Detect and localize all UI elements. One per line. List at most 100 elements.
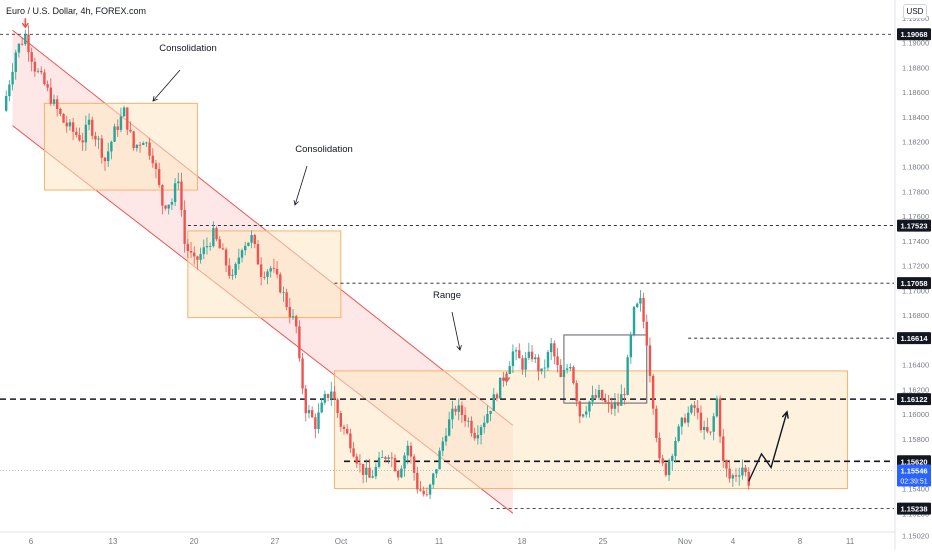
candle xyxy=(381,450,384,458)
candle xyxy=(132,130,135,151)
level-badge-text: 1.17523 xyxy=(900,222,927,231)
x-tick-label: 18 xyxy=(518,537,527,546)
candle-body xyxy=(113,126,116,142)
candle-body xyxy=(323,394,327,403)
candle xyxy=(333,386,336,400)
level-badge-text: 1.15620 xyxy=(900,457,927,466)
candle xyxy=(741,459,744,480)
candle-body xyxy=(483,422,486,428)
candle-body xyxy=(556,356,559,365)
candle xyxy=(645,314,648,348)
candle xyxy=(384,455,387,463)
candle-body xyxy=(671,456,674,462)
candle xyxy=(463,407,467,427)
candle xyxy=(215,226,218,242)
candle xyxy=(87,113,91,131)
candle xyxy=(546,349,550,372)
candle-body xyxy=(524,357,527,370)
candle xyxy=(339,410,343,432)
x-tick-label: 13 xyxy=(109,537,118,546)
candle-body xyxy=(396,471,400,478)
candle xyxy=(699,405,703,433)
candle xyxy=(285,288,288,311)
candle xyxy=(671,453,674,471)
candle xyxy=(530,345,534,363)
candle xyxy=(706,417,709,434)
candle xyxy=(365,459,368,483)
candle xyxy=(591,385,594,406)
candle xyxy=(651,373,655,415)
candle xyxy=(374,463,378,480)
candle xyxy=(202,239,205,260)
candle-body xyxy=(419,489,422,491)
candle-body xyxy=(256,244,260,265)
candle xyxy=(110,140,113,160)
candle-body xyxy=(285,292,288,308)
candle xyxy=(27,25,30,62)
candle-body xyxy=(642,298,645,322)
candle-body xyxy=(463,414,467,422)
candle xyxy=(212,221,215,248)
candle xyxy=(301,352,304,395)
candle xyxy=(518,343,521,359)
candle-body xyxy=(400,468,403,478)
candle xyxy=(569,363,572,371)
candle-body xyxy=(677,426,680,441)
candle-body xyxy=(575,383,578,402)
y-tick-label: 1.17600 xyxy=(902,212,929,221)
candle-body xyxy=(403,455,406,469)
level-badge-bg xyxy=(897,455,931,468)
candle xyxy=(613,393,617,416)
candle-body xyxy=(744,467,747,473)
candle-body xyxy=(390,457,394,459)
candle xyxy=(247,242,250,247)
y-tick-label: 1.16800 xyxy=(902,311,929,320)
candle-body xyxy=(600,390,604,401)
level-badge-bg xyxy=(897,219,931,232)
level-badge-bg xyxy=(897,502,931,515)
candle-body xyxy=(607,402,610,405)
candle xyxy=(508,361,511,375)
candle-body xyxy=(540,368,543,372)
candle-body xyxy=(17,43,21,53)
candle-body xyxy=(444,435,448,442)
candle xyxy=(393,454,397,472)
candle-body xyxy=(272,268,276,269)
candle-body xyxy=(435,469,438,474)
candle-body xyxy=(298,326,301,359)
candle-body xyxy=(336,399,339,414)
currency-label[interactable]: USD xyxy=(903,4,927,19)
sell-signal-icon xyxy=(21,18,29,29)
candle-body xyxy=(648,345,652,376)
candle-body xyxy=(489,410,492,414)
candle xyxy=(428,483,432,500)
level-badge-text: 1.19068 xyxy=(900,30,927,39)
y-tick-label: 1.18600 xyxy=(902,88,929,97)
candle xyxy=(390,452,394,468)
x-tick-label: 6 xyxy=(388,537,393,546)
candle-body xyxy=(371,476,374,478)
candle-body xyxy=(479,427,483,436)
candle xyxy=(154,159,158,179)
candle xyxy=(639,290,642,312)
candle-body xyxy=(559,364,562,378)
candle xyxy=(33,57,37,78)
candle-body xyxy=(100,138,103,158)
candle xyxy=(282,286,285,302)
channel-upper-line xyxy=(12,29,514,426)
candle-body xyxy=(537,357,540,372)
x-tick-label: Nov xyxy=(678,537,692,546)
candle-body xyxy=(470,420,473,434)
candle-body xyxy=(467,420,470,422)
candle xyxy=(151,148,154,168)
candle-body xyxy=(110,141,113,152)
candle-body xyxy=(511,351,515,367)
candle xyxy=(272,258,276,273)
candle-body xyxy=(282,292,285,294)
candle xyxy=(537,354,540,381)
candle-body xyxy=(527,351,531,358)
candle-body xyxy=(393,457,397,472)
candle xyxy=(514,347,518,361)
candle-body xyxy=(307,410,311,414)
